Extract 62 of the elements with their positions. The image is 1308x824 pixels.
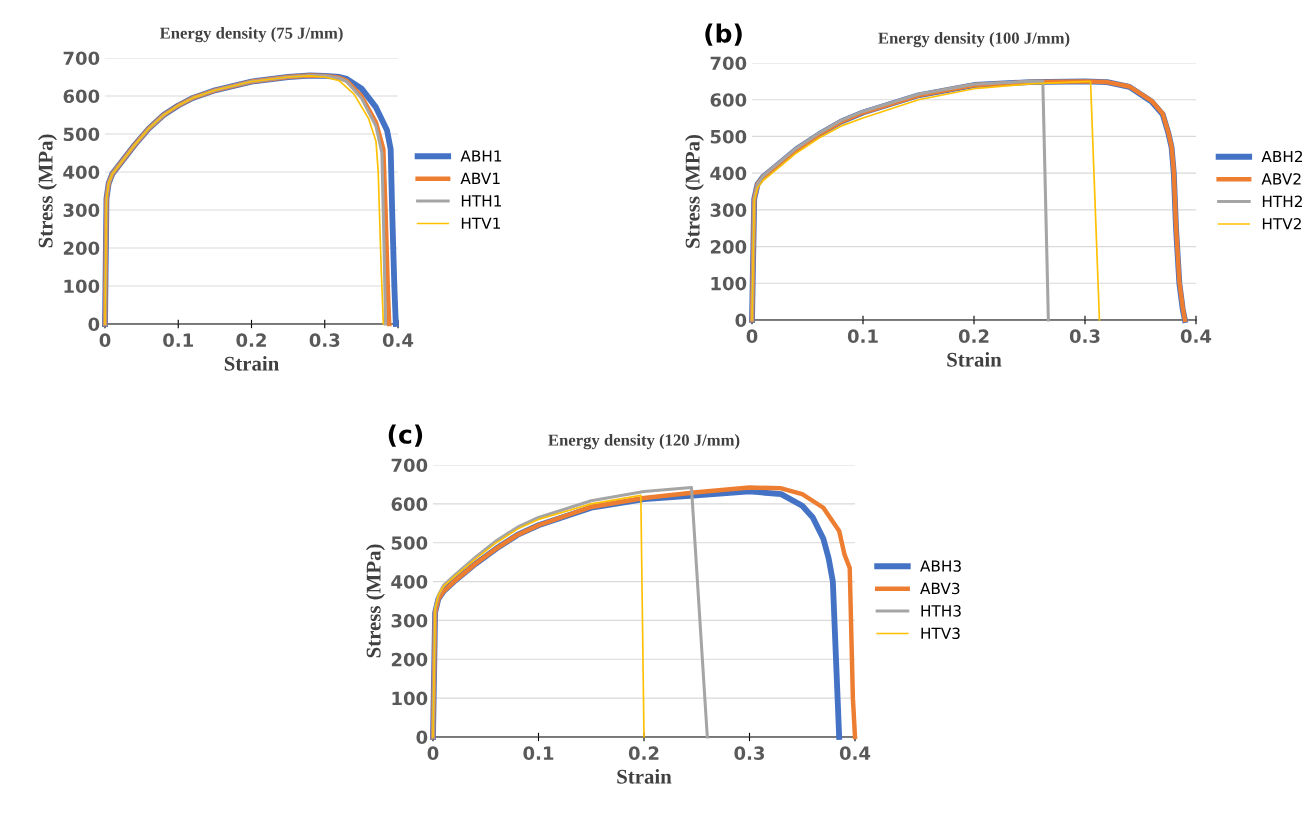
x-tick-label: 0.4	[1180, 329, 1212, 343]
x-axis-title: Strain	[947, 352, 1002, 367]
chart-title: Energy density (100 J/mm)	[878, 31, 1070, 48]
legend-label: HTH3	[921, 605, 961, 617]
y-tick-label: 400	[710, 166, 747, 181]
legend-label: ABV1	[460, 172, 500, 184]
y-tick-label: 0	[416, 730, 428, 745]
x-tick-label: 0.3	[309, 333, 340, 347]
y-tick-label: 200	[391, 652, 428, 667]
x-tick-label: 0.2	[236, 333, 266, 347]
y-axis-title: Stress (MPa)	[685, 135, 704, 248]
y-tick-label: 300	[391, 613, 428, 628]
y-tick-label: 500	[63, 127, 100, 142]
y-tick-label: 0	[88, 317, 100, 332]
y-tick-label: 400	[63, 165, 100, 180]
x-tick-label: 0	[427, 746, 439, 760]
legend-label: ABH2	[1261, 150, 1303, 163]
y-tick-label: 500	[391, 536, 428, 550]
legend-label: ABV3	[920, 582, 960, 595]
y-tick-label: 100	[711, 276, 747, 291]
y-tick-label: 300	[63, 203, 100, 218]
y-tick-label: 600	[391, 497, 428, 511]
x-tick-label: 0.2	[628, 746, 659, 760]
y-tick-label: 200	[710, 240, 747, 254]
legend-label: HTV1	[461, 217, 500, 229]
y-tick-label: 500	[710, 129, 747, 144]
y-tick-label: 600	[710, 93, 747, 107]
legend-label: HTV2	[1262, 218, 1301, 230]
x-tick-label: 0.4	[382, 333, 414, 347]
y-tick-label: 600	[63, 89, 100, 104]
x-tick-label: 0.3	[734, 746, 765, 760]
y-tick-label: 700	[63, 51, 100, 66]
y-tick-label: 400	[391, 575, 428, 589]
y-tick-label: 700	[710, 56, 747, 71]
legend-label: ABH3	[920, 560, 961, 572]
x-tick-label: 0.3	[1069, 329, 1100, 343]
legend-label: ABH1	[460, 150, 502, 162]
x-tick-label: 0	[99, 333, 111, 347]
y-tick-label: 200	[63, 241, 100, 256]
x-tick-label: 0	[746, 329, 758, 343]
chart-title: Energy density (120 J/mm)	[548, 433, 740, 450]
x-tick-label: 0.1	[523, 746, 554, 760]
y-tick-label: 100	[64, 279, 100, 294]
text: (b)	[705, 23, 742, 46]
y-tick-label: 300	[710, 203, 747, 217]
x-axis-title: Strain	[224, 356, 279, 371]
y-axis-title: Stress (MPa)	[38, 134, 57, 248]
legend-label: HTH2	[1262, 195, 1302, 207]
x-tick-label: 0.2	[958, 329, 989, 343]
legend-label: HTH1	[461, 195, 502, 207]
x-tick-label: 0.4	[839, 746, 871, 760]
legend-label: ABV2	[1261, 173, 1301, 185]
x-axis-title: Strain	[617, 769, 672, 784]
text: (c)	[388, 424, 423, 447]
legend-label: HTV3	[921, 627, 960, 640]
x-tick-label: 0.1	[847, 329, 878, 343]
y-tick-label: 100	[392, 691, 428, 706]
y-tick-label: 700	[391, 458, 428, 473]
chart-title: Energy density (75 J/mm)	[159, 26, 343, 43]
y-tick-label: 0	[735, 313, 747, 328]
x-tick-label: 0.1	[163, 333, 193, 347]
y-axis-title: Stress (MPa)	[366, 544, 385, 658]
